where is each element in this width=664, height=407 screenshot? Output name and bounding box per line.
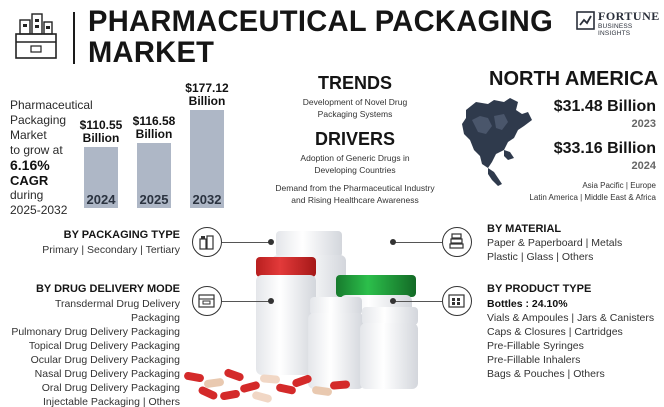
- fortune-logo-icon: [576, 11, 595, 30]
- growth-summary: Pharmaceutical Packaging Market to grow …: [10, 98, 94, 218]
- list-item: Nasal Drug Delivery Packaging: [34, 368, 180, 380]
- summary-period: 2025-2032: [10, 203, 68, 217]
- market-size-bar-chart: 2024 $110.55 Billion 2025 $116.58 Billion 2032…: [78, 80, 238, 208]
- other-regions: Asia Pacific | Europe Latin America | Mi…: [480, 180, 656, 204]
- product-type-badge: [442, 286, 472, 316]
- cagr-value: 6.16%: [10, 157, 50, 173]
- bar-2025: [137, 143, 171, 208]
- material-heading: BY MATERIAL: [487, 223, 562, 235]
- drivers-item-1-line-2: Developing Countries: [314, 165, 396, 175]
- product-type-highlight: Bottles : 24.10%: [487, 298, 568, 310]
- na-value-2023: $31.48 Billion: [553, 98, 656, 115]
- drivers-item-2: Demand from the Pharmaceutical Industry …: [254, 182, 456, 206]
- material-stack-icon: [449, 233, 464, 249]
- regions-line-2: Latin America | Middle East & Africa: [529, 193, 656, 202]
- bar-value-label: $177.12 Billion: [185, 81, 229, 108]
- na-year-2023: 2023: [631, 118, 656, 130]
- connector-dot: [390, 239, 396, 245]
- fortune-logo: FORTUNE BUSINESS INSIGHTS: [576, 9, 660, 37]
- drug-delivery-list: Transdermal Drug Delivery Packaging Pulm…: [4, 297, 180, 407]
- connector-dot: [268, 239, 274, 245]
- list-item: Topical Drug Delivery Packaging: [28, 340, 180, 352]
- factory-box-icon: [15, 13, 57, 59]
- north-america-map-icon: [462, 98, 532, 186]
- material-badge: [442, 227, 472, 257]
- list-item: Vials & Ampoules | Jars & Canisters: [487, 312, 655, 324]
- title-line-2: MARKET: [88, 36, 215, 69]
- connector-line: [394, 301, 442, 302]
- packaging-type-items: Primary | Secondary | Tertiary: [42, 244, 180, 256]
- packaging-icon: [199, 235, 214, 250]
- summary-line-1: Pharmaceutical: [10, 98, 93, 112]
- list-item: Caps & Closures | Cartridges: [487, 326, 623, 338]
- packaging-type-heading: BY PACKAGING TYPE: [63, 229, 180, 241]
- bar-value-label: $116.58 Billion: [132, 114, 176, 141]
- product-type-list: Bottles : 24.10% Vials & Ampoules | Jars…: [487, 297, 662, 381]
- drivers-item-2-line-1: Demand from the Pharmaceutical Industry: [275, 183, 435, 193]
- list-item: Bags & Pouches | Others: [487, 368, 605, 380]
- cagr-label: CAGR: [10, 173, 49, 188]
- bar-2032: [190, 110, 224, 208]
- connector-dot: [268, 298, 274, 304]
- trends-text: Development of Novel Drug Packaging Syst…: [270, 96, 440, 120]
- drivers-item-2-line-2: and Rising Healthcare Awareness: [291, 195, 419, 205]
- drug-delivery-badge: [192, 286, 222, 316]
- bar-2024: [84, 147, 118, 208]
- summary-line-4: during: [10, 188, 44, 202]
- connector-line: [394, 242, 442, 243]
- list-item: Injectable Packaging | Others: [43, 396, 180, 407]
- list-item: Pre-Fillable Syringes: [487, 340, 584, 352]
- list-item: Oral Drug Delivery Packaging: [41, 382, 180, 394]
- connector-line: [222, 242, 270, 243]
- header-divider: [73, 12, 75, 64]
- product-type-icon: [448, 294, 465, 308]
- logo-subtitle: BUSINESS INSIGHTS: [598, 23, 633, 37]
- na-value-2024: $33.16 Billion: [553, 140, 656, 157]
- list-item: Pre-Fillable Inhalers: [487, 354, 581, 366]
- na-year-2024: 2024: [631, 160, 656, 172]
- bar-year-label: 2024: [86, 192, 116, 207]
- material-line-2: Plastic | Glass | Others: [487, 251, 594, 263]
- title-line-1: PHARMACEUTICAL PACKAGING: [88, 5, 554, 38]
- summary-line-2: Packaging Market: [10, 113, 67, 142]
- drivers-item-1-line-1: Adoption of Generic Drugs in: [300, 153, 410, 163]
- drug-delivery-heading: BY DRUG DELIVERY MODE: [35, 283, 180, 295]
- drivers-item-1: Adoption of Generic Drugs in Developing …: [262, 152, 448, 176]
- bar-value-label: $110.55 Billion: [79, 118, 123, 145]
- bar-year-label: 2025: [139, 192, 169, 207]
- regions-line-1: Asia Pacific | Europe: [582, 181, 656, 190]
- summary-line-3: to grow at: [10, 143, 63, 157]
- delivery-box-icon: [198, 294, 215, 308]
- trends-heading: TRENDS: [317, 73, 392, 93]
- pharma-bottles-illustration: [184, 231, 418, 403]
- list-item: Pulmonary Drug Delivery Packaging: [11, 326, 180, 338]
- trends-line-1: Development of Novel Drug: [302, 97, 408, 107]
- connector-dot: [390, 298, 396, 304]
- drivers-heading: DRIVERS: [314, 129, 395, 149]
- trends-line-2: Packaging Systems: [317, 109, 393, 119]
- connector-line: [222, 301, 270, 302]
- packaging-type-badge: [192, 227, 222, 257]
- bar-year-label: 2032: [192, 192, 222, 207]
- list-item: Ocular Drug Delivery Packaging: [30, 354, 180, 366]
- list-item: Transdermal Drug Delivery Packaging: [54, 298, 180, 324]
- logo-word: FORTUNE: [598, 9, 660, 23]
- material-line-1: Paper & Paperboard | Metals: [487, 237, 623, 249]
- page-title: PHARMACEUTICAL PACKAGING MARKET: [88, 6, 554, 68]
- material-items: Paper & Paperboard | Metals Plastic | Gl…: [487, 236, 662, 264]
- product-type-heading: BY PRODUCT TYPE: [487, 283, 592, 295]
- north-america-heading: NORTH AMERICA: [489, 68, 659, 90]
